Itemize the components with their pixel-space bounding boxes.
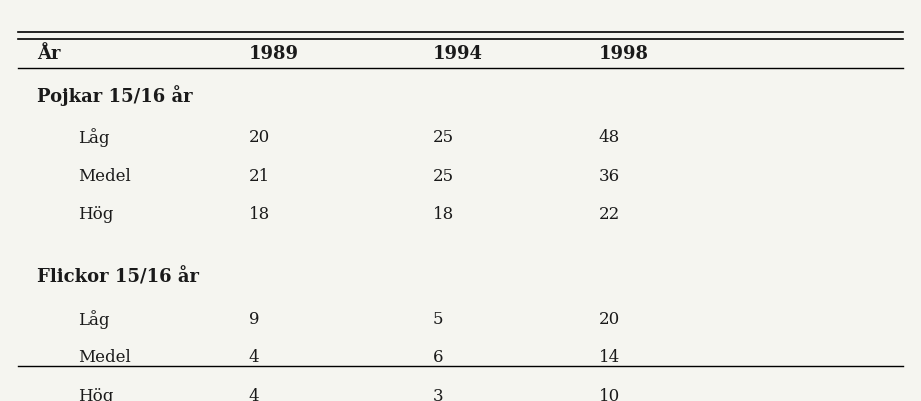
Text: Hög: Hög — [78, 205, 113, 222]
Text: 22: 22 — [599, 205, 620, 222]
Text: Låg: Låg — [78, 128, 110, 147]
Text: 6: 6 — [433, 348, 443, 365]
Text: 48: 48 — [599, 129, 620, 146]
Text: 25: 25 — [433, 167, 454, 184]
Text: 25: 25 — [433, 129, 454, 146]
Text: 20: 20 — [599, 310, 620, 327]
Text: 18: 18 — [433, 205, 454, 222]
Text: Pojkar 15/16 år: Pojkar 15/16 år — [37, 85, 192, 106]
Text: 10: 10 — [599, 387, 620, 401]
Text: 1989: 1989 — [249, 45, 298, 63]
Text: 20: 20 — [249, 129, 270, 146]
Text: 18: 18 — [249, 205, 270, 222]
Text: Hög: Hög — [78, 387, 113, 401]
Text: 4: 4 — [249, 348, 260, 365]
Text: År: År — [37, 45, 61, 63]
Text: Medel: Medel — [78, 348, 131, 365]
Text: 3: 3 — [433, 387, 444, 401]
Text: 4: 4 — [249, 387, 260, 401]
Text: 1994: 1994 — [433, 45, 483, 63]
Text: 9: 9 — [249, 310, 259, 327]
Text: Flickor 15/16 år: Flickor 15/16 år — [37, 267, 199, 286]
Text: Medel: Medel — [78, 167, 131, 184]
Text: 21: 21 — [249, 167, 270, 184]
Text: 1998: 1998 — [599, 45, 648, 63]
Text: 5: 5 — [433, 310, 443, 327]
Text: Låg: Låg — [78, 309, 110, 328]
Text: 14: 14 — [599, 348, 620, 365]
Text: 36: 36 — [599, 167, 620, 184]
